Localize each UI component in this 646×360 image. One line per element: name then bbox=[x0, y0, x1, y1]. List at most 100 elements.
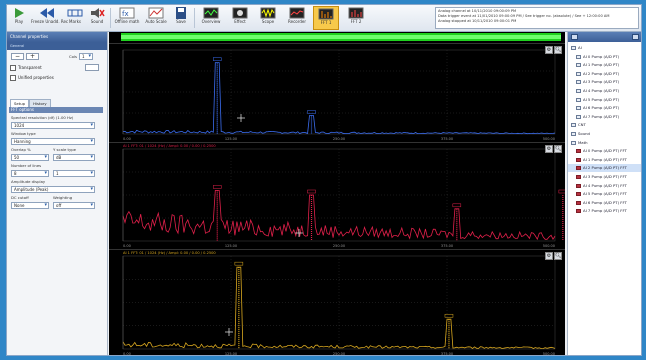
save-button[interactable]: Save bbox=[171, 6, 191, 30]
tree-channel-item[interactable]: AI 6 Pump (A/D PT) FFT bbox=[568, 199, 641, 207]
zoom-icon[interactable]: 🔍︎ bbox=[554, 46, 562, 54]
plot-panel-2[interactable]: 0.00 125.00 250.00 375.00 500.00 AI 1 FFT: 0… bbox=[109, 142, 565, 249]
cols-select[interactable]: 1 bbox=[79, 53, 93, 60]
x-tick-label: 500.00 bbox=[543, 352, 555, 356]
channel-icon bbox=[576, 97, 581, 102]
event-log: Analog channel at 10/11/2010 09:00:09 PM… bbox=[435, 7, 639, 29]
lines-select-2[interactable]: 1 bbox=[53, 170, 95, 177]
overview-strip[interactable] bbox=[109, 32, 565, 42]
transparent-checkbox[interactable] bbox=[10, 65, 16, 71]
tree-folder[interactable]: Sound bbox=[568, 130, 641, 138]
tree-channel-item[interactable]: AI 7 Pump (A/D PT) bbox=[568, 113, 641, 121]
tree-options-icon[interactable] bbox=[632, 34, 639, 40]
scope-button[interactable]: Scope bbox=[255, 6, 281, 30]
auto-scale-button[interactable]: Auto Scale bbox=[143, 6, 169, 30]
unified-checkbox[interactable] bbox=[10, 75, 16, 81]
amplitude-label: Amplitude display bbox=[11, 179, 46, 184]
cursor-crosshair[interactable] bbox=[237, 114, 245, 122]
tree-channel-item[interactable]: AI 4 Pump (A/D PT) FFT bbox=[568, 182, 641, 190]
tree-expand-icon[interactable] bbox=[571, 34, 578, 40]
tree-item-label: AI 2 Pump (A/D PT) bbox=[583, 70, 620, 76]
tree-channel-item[interactable]: AI 4 Pump (A/D PT) bbox=[568, 87, 641, 95]
peak-marker[interactable] bbox=[234, 261, 244, 266]
peak-marker[interactable] bbox=[307, 110, 316, 114]
offline-math-button[interactable]: fx Offline math bbox=[113, 6, 141, 30]
lines-select[interactable]: 8 bbox=[11, 170, 49, 177]
tree-item-label: AI 7 Pump (A/D PT) bbox=[583, 113, 620, 119]
unified-option[interactable]: Unified properties bbox=[10, 75, 54, 81]
tree-channel-item[interactable]: AI 1 Pump (A/D PT) FFT bbox=[568, 156, 641, 164]
fft2-button[interactable]: FFT 2 bbox=[343, 6, 369, 30]
freeze-button[interactable]: Freeze Unadd. Rec bbox=[31, 6, 68, 30]
channel-icon bbox=[576, 209, 581, 214]
tree-channel-item[interactable]: AI 5 Pump (A/D PT) bbox=[568, 96, 641, 104]
x-tick-label: 125.00 bbox=[225, 352, 237, 356]
tree-folder[interactable]: Math bbox=[568, 139, 641, 147]
peak-marker[interactable] bbox=[307, 189, 316, 194]
panel-subheader: General bbox=[7, 42, 107, 50]
peak-marker[interactable] bbox=[444, 313, 454, 318]
settings-icon[interactable]: ⚙ bbox=[545, 46, 553, 54]
sound-button[interactable]: Sound bbox=[87, 6, 107, 30]
tree-channel-item[interactable]: AI 2 Pump (A/D PT) FFT bbox=[568, 164, 641, 173]
svg-text:fx: fx bbox=[122, 10, 129, 18]
fft1-button[interactable]: FFT 1 bbox=[313, 6, 339, 30]
resolution-select[interactable]: 1024 bbox=[11, 122, 95, 129]
channel-properties-panel: Channel properties General − + Cols 1 Tr… bbox=[7, 32, 108, 355]
x-tick-label: 375.00 bbox=[441, 137, 453, 141]
tab-history[interactable]: History bbox=[29, 99, 51, 107]
toolbar: Play Freeze Unadd. Rec Marks Sound fx Of… bbox=[7, 5, 641, 32]
effect-button[interactable]: Effect bbox=[227, 6, 253, 30]
add-button[interactable]: + bbox=[26, 53, 39, 60]
channel-tree-panel: AI AI 0 Pump (A/D PT) AI 1 Pump (A/D PT) AI… bbox=[567, 32, 641, 355]
remove-button[interactable]: − bbox=[11, 53, 24, 60]
amplitude-select[interactable]: Amplitude (Peak) bbox=[11, 186, 95, 193]
overview-waveform bbox=[121, 33, 561, 41]
peak-marker[interactable] bbox=[558, 189, 565, 194]
fft2-icon bbox=[348, 7, 364, 19]
marks-button[interactable]: Marks bbox=[65, 6, 85, 30]
overview-button[interactable]: Overview bbox=[197, 6, 225, 30]
tree-channel-item[interactable]: AI 1 Pump (A/D PT) bbox=[568, 61, 641, 69]
settings-icon[interactable]: ⚙ bbox=[545, 252, 553, 260]
tab-setup[interactable]: Setup bbox=[10, 99, 30, 107]
zoom-icon[interactable]: 🔍︎ bbox=[554, 252, 562, 260]
recorder-button[interactable]: Recorder bbox=[283, 6, 311, 30]
play-button[interactable]: Play bbox=[9, 6, 29, 30]
tree-channel-item[interactable]: AI 0 Pump (A/D PT) FFT bbox=[568, 147, 641, 155]
tree-channel-item[interactable]: AI 2 Pump (A/D PT) bbox=[568, 70, 641, 78]
tree-folder[interactable]: CNT bbox=[568, 121, 641, 129]
settings-icon[interactable]: ⚙ bbox=[545, 145, 553, 153]
tree-channel-item[interactable]: AI 0 Pump (A/D PT) bbox=[568, 53, 641, 61]
dc-cutoff-select[interactable]: None bbox=[11, 202, 49, 209]
panel-header: Channel properties bbox=[7, 32, 107, 42]
channel-icon bbox=[576, 63, 581, 68]
tree-channel-item[interactable]: AI 7 Pump (A/D PT) FFT bbox=[568, 207, 641, 215]
fft-options-section: FFT options bbox=[9, 107, 103, 113]
tree-channel-item[interactable]: AI 3 Pump (A/D PT) FFT bbox=[568, 173, 641, 181]
overview-icon bbox=[203, 7, 219, 19]
tree-folder[interactable]: AI bbox=[568, 44, 641, 52]
tree-channel-item[interactable]: AI 3 Pump (A/D PT) bbox=[568, 78, 641, 86]
tree-channel-item[interactable]: AI 5 Pump (A/D PT) FFT bbox=[568, 190, 641, 198]
cursor-crosshair[interactable] bbox=[295, 229, 303, 237]
transparent-color-button[interactable] bbox=[85, 64, 99, 71]
peak-marker[interactable] bbox=[213, 185, 222, 189]
plot-panel-1[interactable]: 0.00 125.00 250.00 375.00 500.00 ⚙ 🔍︎ bbox=[109, 43, 565, 142]
transparent-option[interactable]: Transparent bbox=[10, 65, 42, 71]
event-log-line: Analog channel at 10/11/2010 09:00:09 PM bbox=[438, 9, 517, 13]
cursor-crosshair[interactable] bbox=[225, 328, 233, 336]
weighting-select[interactable]: off bbox=[53, 202, 95, 209]
plot-panel-3[interactable]: 0.00 125.00 250.00 375.00 500.00 AI 1 FFT: 0… bbox=[109, 249, 565, 356]
window-type-select[interactable]: Hanning bbox=[11, 138, 95, 145]
channel-icon bbox=[576, 166, 581, 171]
tree-channel-item[interactable]: AI 6 Pump (A/D PT) bbox=[568, 104, 641, 112]
x-tick-label: 0.00 bbox=[123, 137, 131, 141]
peak-marker[interactable] bbox=[213, 57, 222, 61]
zoom-icon[interactable]: 🔍︎ bbox=[554, 145, 562, 153]
channel-icon bbox=[576, 89, 581, 93]
yscale-select[interactable]: dB bbox=[53, 154, 95, 161]
peak-marker[interactable] bbox=[452, 203, 462, 208]
overlap-select[interactable]: 50 bbox=[11, 154, 49, 161]
lines-label: Number of lines bbox=[11, 163, 42, 168]
